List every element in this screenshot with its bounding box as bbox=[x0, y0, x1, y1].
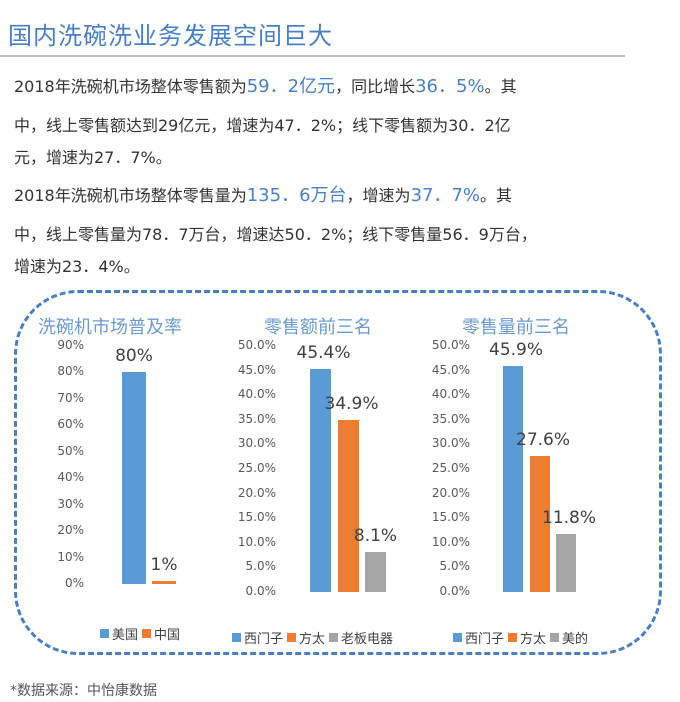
legend-label: 中国 bbox=[154, 628, 181, 643]
y-axis-tick: 0% bbox=[64, 576, 84, 590]
title-divider bbox=[0, 55, 625, 57]
y-axis-tick: 60% bbox=[57, 417, 84, 432]
text-segment: 。其 bbox=[480, 186, 513, 205]
y-axis-tick: 90% bbox=[57, 338, 84, 352]
legend-swatch-icon bbox=[329, 633, 339, 642]
chart-title: 零售量前三名 bbox=[462, 317, 570, 338]
y-axis-tick: 10.0% bbox=[431, 534, 470, 549]
y-axis-tick: 50.0% bbox=[431, 338, 470, 352]
legend-swatch-icon bbox=[232, 633, 241, 642]
legend-label: 西门子 bbox=[244, 632, 284, 647]
highlight-value: 36．5% bbox=[415, 76, 485, 97]
y-axis-tick: 30.0% bbox=[431, 436, 470, 451]
y-axis-tick: 0.0% bbox=[439, 584, 471, 598]
bar-西门子 bbox=[310, 368, 331, 592]
text-segment: ，增速为 bbox=[346, 186, 411, 205]
highlight-value: 59．2亿元 bbox=[246, 76, 336, 97]
legend-swatch-icon bbox=[550, 633, 560, 642]
chart-legend: 美国 中国 bbox=[96, 624, 180, 643]
bar-value-label: 45.4% bbox=[296, 342, 351, 363]
y-axis-tick: 20% bbox=[57, 523, 84, 538]
highlight-value: 135．6万台 bbox=[246, 185, 347, 206]
legend-label: 方太 bbox=[520, 632, 547, 647]
y-axis-tick: 40% bbox=[57, 470, 84, 485]
highlight-value: 37．7% bbox=[410, 185, 481, 206]
text-segment: 2018年洗碗机市场整体零售量为 bbox=[14, 186, 247, 205]
y-axis-tick: 45.0% bbox=[431, 362, 470, 377]
chart-legend: 西门子 方太 美的 bbox=[449, 628, 588, 647]
legend-swatch-icon bbox=[453, 633, 462, 642]
y-axis-tick: 25.0% bbox=[431, 461, 470, 475]
bar-value-label: 8.1% bbox=[353, 526, 398, 547]
legend-label: 美国 bbox=[112, 628, 139, 643]
paragraph-2-line-3: 增速为23．4%。 bbox=[14, 252, 674, 282]
text-segment: 增速为23．4%。 bbox=[14, 257, 140, 276]
y-axis-tick: 40.0% bbox=[237, 387, 276, 402]
paragraph-2-line-1: 2018年洗碗机市场整体零售量为135．6万台，增速为37．7%。其 bbox=[14, 181, 674, 211]
text-segment: 。其 bbox=[484, 77, 517, 96]
y-axis-tick: 5.0% bbox=[439, 559, 471, 574]
data-source-note: *数据来源：中怡康数据 bbox=[10, 683, 157, 699]
bar-value-label: 27.6% bbox=[516, 430, 571, 451]
y-axis-tick: 20.0% bbox=[237, 485, 276, 500]
y-axis-tick: 15.0% bbox=[237, 510, 276, 525]
y-axis-tick: 30.0% bbox=[237, 436, 276, 451]
y-axis-tick: 25.0% bbox=[237, 461, 276, 475]
y-axis-tick: 50% bbox=[57, 443, 84, 458]
y-axis-tick: 40.0% bbox=[431, 387, 470, 402]
text-segment: 元，增速为27．7%。 bbox=[14, 148, 172, 167]
text-segment: 中，线上零售额达到29亿元，增速为47．2%；线下零售额为30．2亿 bbox=[14, 116, 511, 135]
bar-方太 bbox=[338, 420, 359, 592]
bar-方太 bbox=[530, 456, 550, 592]
text-segment: 2018年洗碗机市场整体零售额为 bbox=[14, 77, 247, 96]
charts-dashed-frame bbox=[14, 290, 662, 655]
bar-西门子 bbox=[503, 366, 523, 592]
paragraph-1-line-2: 中，线上零售额达到29亿元，增速为47．2%；线下零售额为30．2亿 bbox=[14, 111, 674, 141]
y-axis-tick: 0.0% bbox=[245, 584, 277, 598]
legend-label: 方太 bbox=[299, 632, 326, 647]
text-segment: ，同比增长 bbox=[335, 77, 416, 96]
bar-value-label: 34.9% bbox=[324, 394, 379, 415]
bar-value-label: 80% bbox=[115, 346, 153, 367]
y-axis-tick: 70% bbox=[57, 390, 84, 405]
y-axis-tick: 80% bbox=[57, 364, 84, 379]
legend-label: 美的 bbox=[562, 632, 589, 647]
legend-label: 西门子 bbox=[465, 632, 505, 647]
text-segment: 中，线上零售量为78．7万台，增速达50．2%；线下零售量56．9万台， bbox=[14, 225, 537, 244]
chart-legend: 西门子 方太 老板电器 bbox=[228, 628, 393, 647]
bar-美的 bbox=[556, 533, 576, 592]
bar-value-label: 11.8% bbox=[542, 507, 597, 528]
chart-title: 零售额前三名 bbox=[264, 317, 372, 338]
y-axis-tick: 35.0% bbox=[431, 411, 470, 426]
y-axis-tick: 10% bbox=[57, 549, 84, 564]
y-axis-tick: 35.0% bbox=[237, 411, 276, 426]
bar-value-label: 1% bbox=[150, 555, 178, 576]
legend-swatch-icon bbox=[100, 629, 109, 638]
y-axis-tick: 5.0% bbox=[245, 559, 277, 574]
y-axis-tick: 10.0% bbox=[237, 534, 276, 549]
y-axis-tick: 50.0% bbox=[237, 338, 276, 352]
legend-swatch-icon bbox=[508, 633, 518, 642]
page-title: 国内洗碗洗业务发展空间巨大 bbox=[8, 22, 333, 50]
bar-老板电器 bbox=[365, 552, 386, 592]
chart-title: 洗碗机市场普及率 bbox=[38, 317, 182, 338]
y-axis-tick: 45.0% bbox=[237, 362, 276, 377]
legend-label: 老板电器 bbox=[341, 632, 394, 647]
y-axis-tick: 30% bbox=[57, 496, 84, 511]
bar-美国 bbox=[122, 372, 146, 584]
legend-swatch-icon bbox=[287, 633, 297, 642]
paragraph-1-line-1: 2018年洗碗机市场整体零售额为59．2亿元，同比增长36．5%。其 bbox=[14, 72, 674, 102]
y-axis-tick: 20.0% bbox=[431, 485, 470, 500]
legend-swatch-icon bbox=[142, 629, 152, 638]
bar-value-label: 45.9% bbox=[489, 340, 544, 361]
bar-中国 bbox=[152, 581, 176, 584]
paragraph-2-line-2: 中，线上零售量为78．7万台，增速达50．2%；线下零售量56．9万台， bbox=[14, 220, 674, 250]
y-axis-tick: 15.0% bbox=[431, 510, 470, 525]
paragraph-1-line-3: 元，增速为27．7%。 bbox=[14, 143, 674, 173]
